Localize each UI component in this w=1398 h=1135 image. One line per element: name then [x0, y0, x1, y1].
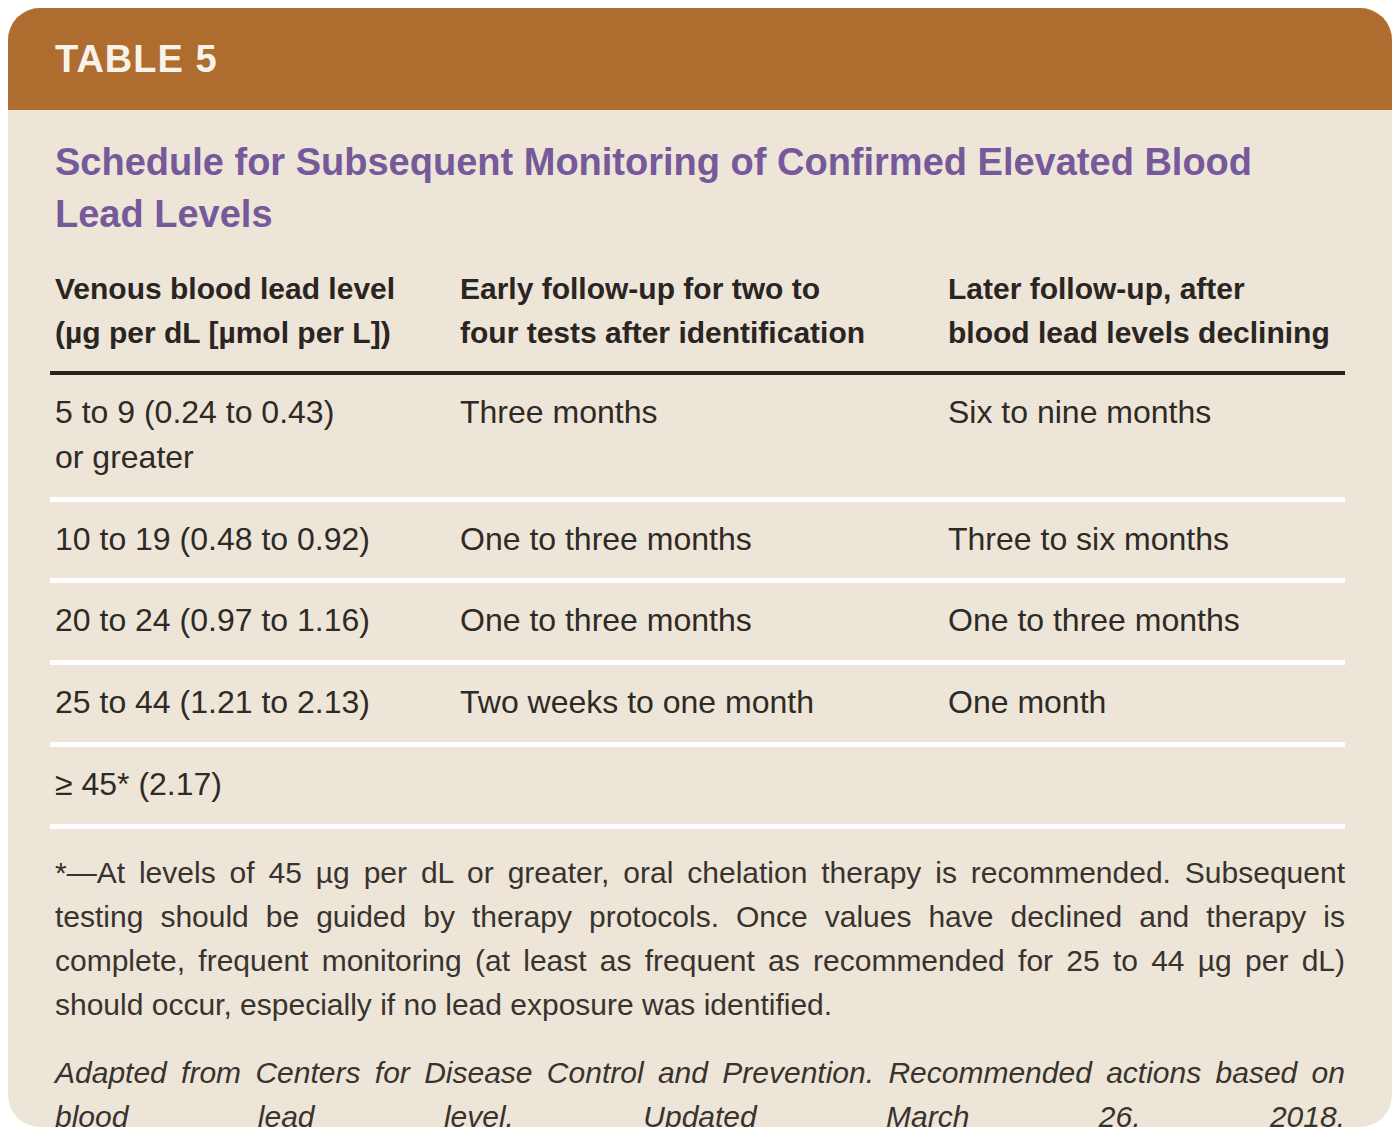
table-number-label: TABLE 5 [55, 38, 218, 81]
data-table: Venous blood lead level (µg per dL [µmol… [50, 267, 1345, 829]
table-card: TABLE 5 Schedule for Subsequent Monitori… [8, 8, 1392, 1127]
table-row: 5 to 9 (0.24 to 0.43) or greater Three m… [50, 375, 1345, 502]
table-cell-early-follow-up: Two weeks to one month [460, 680, 948, 725]
table-row: 25 to 44 (1.21 to 2.13) Two weeks to one… [50, 665, 1345, 747]
table-cell-later-follow-up: Three to six months [948, 517, 1345, 562]
table-cell-level: 5 to 9 (0.24 to 0.43) or greater [55, 390, 460, 480]
column-header-later-follow-up: Later follow-up, after blood lead levels… [948, 267, 1345, 355]
table-row: 10 to 19 (0.48 to 0.92) One to three mon… [50, 502, 1345, 584]
table-cell-early-follow-up: Three months [460, 390, 948, 480]
table-title: Schedule for Subsequent Monitoring of Co… [55, 136, 1345, 241]
table-header-row: Venous blood lead level (µg per dL [µmol… [50, 267, 1345, 375]
table-cell-level: 20 to 24 (0.97 to 1.16) [55, 598, 460, 643]
table-cell-early-follow-up: One to three months [460, 598, 948, 643]
table-cell-early-follow-up: One to three months [460, 517, 948, 562]
table-cell-early-follow-up [460, 762, 948, 807]
footnote: *—At levels of 45 µg per dL or greater, … [55, 851, 1345, 1027]
table-body: Schedule for Subsequent Monitoring of Co… [8, 110, 1392, 1127]
table-cell-level: 10 to 19 (0.48 to 0.92) [55, 517, 460, 562]
column-header-early-follow-up: Early follow-up for two to four tests af… [460, 267, 948, 355]
table-cell-level: ≥ 45* (2.17) [55, 762, 460, 807]
table-row: 20 to 24 (0.97 to 1.16) One to three mon… [50, 583, 1345, 665]
table-cell-later-follow-up: One to three months [948, 598, 1345, 643]
column-header-blood-lead-level: Venous blood lead level (µg per dL [µmol… [55, 267, 460, 355]
source-citation: Adapted from Centers for Disease Control… [55, 1051, 1345, 1127]
table-header-bar: TABLE 5 [8, 8, 1392, 110]
table-cell-level: 25 to 44 (1.21 to 2.13) [55, 680, 460, 725]
table-row: ≥ 45* (2.17) [50, 747, 1345, 829]
table-cell-later-follow-up: Six to nine months [948, 390, 1345, 480]
table-cell-later-follow-up [948, 762, 1345, 807]
table-cell-later-follow-up: One month [948, 680, 1345, 725]
